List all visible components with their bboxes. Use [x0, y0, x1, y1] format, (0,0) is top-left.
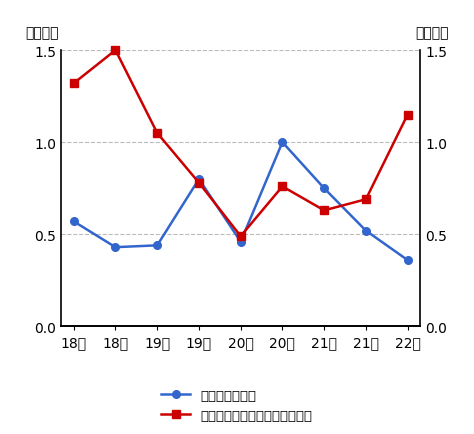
Text: （兆円）: （兆円）: [415, 26, 449, 40]
仕組債の販売額: [196, 177, 202, 182]
外貨建て一時払い保険の販売額: [280, 184, 285, 190]
仕組債の販売額: [280, 140, 285, 145]
外貨建て一時払い保険の販売額: [196, 181, 202, 186]
外貨建て一時払い保険の販売額: [321, 208, 327, 214]
外貨建て一時払い保険の販売額: [71, 82, 77, 87]
Line: 外貨建て一時払い保険の販売額: 外貨建て一時払い保険の販売額: [70, 47, 411, 240]
仕組債の販売額: [155, 243, 160, 248]
外貨建て一時払い保険の販売額: [405, 113, 410, 118]
仕組債の販売額: [113, 245, 118, 250]
Text: （兆円）: （兆円）: [25, 26, 59, 40]
仕組債の販売額: [238, 240, 244, 245]
Legend: 仕組債の販売額, 外貨建て一時払い保険の販売額: 仕組債の販売額, 外貨建て一時払い保険の販売額: [156, 385, 318, 427]
仕組債の販売額: [321, 186, 327, 191]
仕組債の販売額: [405, 258, 410, 263]
Line: 仕組債の販売額: 仕組債の販売額: [70, 139, 411, 264]
仕組債の販売額: [363, 228, 369, 233]
外貨建て一時払い保険の販売額: [363, 197, 369, 202]
仕組債の販売額: [71, 219, 77, 224]
外貨建て一時払い保険の販売額: [155, 131, 160, 136]
外貨建て一時払い保険の販売額: [113, 48, 118, 53]
外貨建て一時払い保険の販売額: [238, 234, 244, 239]
